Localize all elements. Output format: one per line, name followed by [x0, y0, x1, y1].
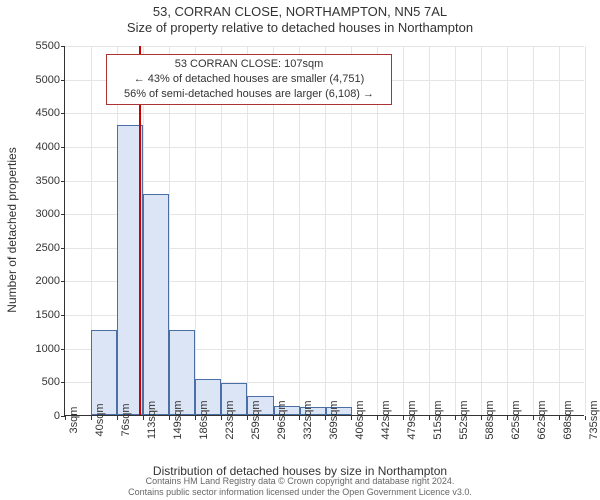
xtick-mark: [221, 416, 222, 420]
ytick-mark: [61, 281, 65, 282]
ytick-label: 3500: [10, 175, 60, 187]
xtick-mark: [65, 416, 66, 420]
ytick-label: 4000: [10, 141, 60, 153]
xtick-mark: [507, 416, 508, 420]
histogram-bar: [143, 194, 169, 415]
xtick-label: 735sqm: [588, 400, 600, 439]
ytick-label: 4500: [10, 107, 60, 119]
ytick-mark: [61, 80, 65, 81]
xtick-label: 149sqm: [172, 400, 184, 439]
gridline-v: [403, 46, 404, 415]
page-subtitle: Size of property relative to detached ho…: [0, 20, 600, 36]
ytick-label: 2000: [10, 275, 60, 287]
gridline-v: [429, 46, 430, 415]
page-title: 53, CORRAN CLOSE, NORTHAMPTON, NN5 7AL: [0, 0, 600, 20]
xtick-label: 332sqm: [302, 400, 314, 439]
xtick-label: 479sqm: [406, 400, 418, 439]
xtick-mark: [403, 416, 404, 420]
ytick-mark: [61, 214, 65, 215]
ytick-mark: [61, 46, 65, 47]
annotation-line-1: 53 CORRAN CLOSE: 107sqm: [113, 57, 385, 72]
xtick-mark: [169, 416, 170, 420]
xtick-mark: [533, 416, 534, 420]
ytick-mark: [61, 349, 65, 350]
xtick-mark: [325, 416, 326, 420]
xtick-label: 442sqm: [380, 400, 392, 439]
xtick-mark: [91, 416, 92, 420]
xtick-label: 259sqm: [250, 400, 262, 439]
xtick-label: 625sqm: [510, 400, 522, 439]
xtick-mark: [585, 416, 586, 420]
ytick-mark: [61, 113, 65, 114]
gridline-v: [481, 46, 482, 415]
footer: Contains HM Land Registry data © Crown c…: [0, 476, 600, 498]
xtick-label: 515sqm: [432, 400, 444, 439]
xtick-label: 113sqm: [146, 401, 158, 439]
ytick-label: 1500: [10, 309, 60, 321]
annotation-line-2: ← 43% of detached houses are smaller (4,…: [113, 72, 385, 87]
xtick-mark: [273, 416, 274, 420]
xtick-mark: [299, 416, 300, 420]
xtick-mark: [377, 416, 378, 420]
xtick-label: 76sqm: [120, 403, 132, 436]
ytick-mark: [61, 181, 65, 182]
histogram-bar: [91, 330, 117, 415]
xtick-mark: [117, 416, 118, 420]
xtick-label: 552sqm: [458, 400, 470, 439]
xtick-label: 223sqm: [224, 400, 236, 439]
xtick-label: 3sqm: [68, 407, 80, 434]
gridline-v: [533, 46, 534, 415]
ytick-mark: [61, 315, 65, 316]
xtick-mark: [455, 416, 456, 420]
ytick-label: 2500: [10, 242, 60, 254]
ytick-label: 5500: [10, 40, 60, 52]
ytick-mark: [61, 248, 65, 249]
xtick-label: 406sqm: [354, 400, 366, 439]
xtick-label: 369sqm: [328, 400, 340, 439]
ytick-label: 500: [10, 376, 60, 388]
xtick-label: 662sqm: [536, 400, 548, 439]
ytick-label: 5000: [10, 74, 60, 86]
ytick-mark: [61, 382, 65, 383]
xtick-mark: [351, 416, 352, 420]
xtick-mark: [481, 416, 482, 420]
gridline-v: [585, 46, 586, 415]
y-axis-label: Number of detached properties: [5, 147, 19, 312]
xtick-mark: [559, 416, 560, 420]
gridline-v: [507, 46, 508, 415]
xtick-mark: [247, 416, 248, 420]
ytick-label: 3000: [10, 208, 60, 220]
xtick-label: 588sqm: [484, 400, 496, 439]
ytick-mark: [61, 147, 65, 148]
xtick-mark: [143, 416, 144, 420]
annotation-line-3: 56% of semi-detached houses are larger (…: [113, 87, 385, 102]
footer-line-2: Contains public sector information licen…: [0, 487, 600, 498]
xtick-mark: [195, 416, 196, 420]
annotation-box: 53 CORRAN CLOSE: 107sqm ← 43% of detache…: [106, 54, 392, 105]
xtick-mark: [429, 416, 430, 420]
xtick-label: 698sqm: [562, 400, 574, 439]
gridline-v: [455, 46, 456, 415]
xtick-label: 40sqm: [94, 403, 106, 436]
ytick-label: 1000: [10, 343, 60, 355]
footer-line-1: Contains HM Land Registry data © Crown c…: [0, 476, 600, 487]
gridline-v: [559, 46, 560, 415]
ytick-label: 0: [10, 410, 60, 422]
xtick-label: 186sqm: [198, 400, 210, 439]
xtick-label: 296sqm: [276, 400, 288, 439]
